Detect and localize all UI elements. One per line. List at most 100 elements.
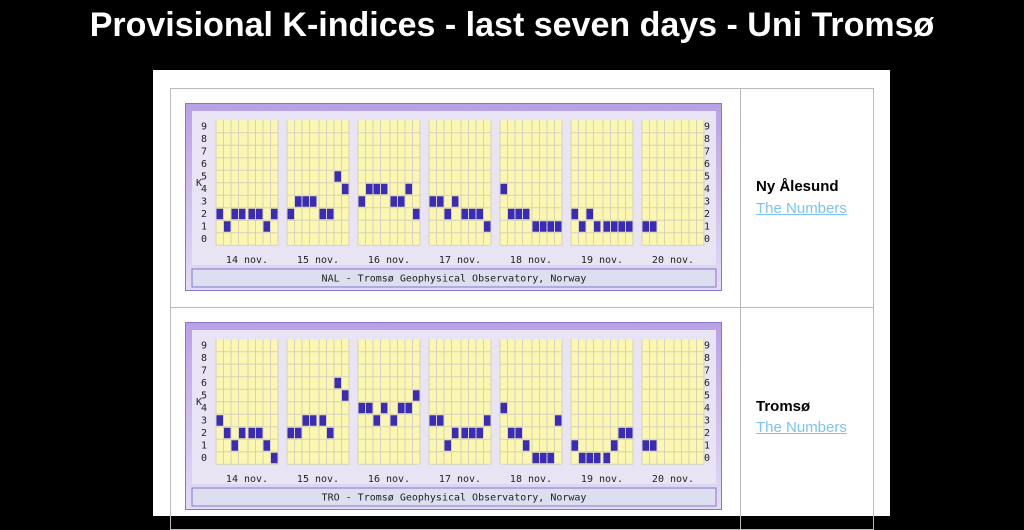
y-tick-label: 1 [704, 441, 710, 452]
k-bar [310, 415, 317, 426]
k-bar [540, 452, 547, 464]
k-bar [271, 452, 278, 464]
y-tick-label: 5 [201, 172, 207, 183]
k-bar [484, 221, 491, 232]
k-bar [302, 196, 309, 207]
k-bar [500, 183, 507, 195]
k-bar [555, 221, 562, 232]
k-bar [626, 427, 633, 439]
k-bar [216, 208, 223, 220]
k-bar [586, 452, 593, 464]
k-bar [263, 440, 270, 451]
y-tick-label: 0 [201, 234, 207, 245]
k-bar [452, 427, 459, 439]
k-bar [319, 208, 326, 220]
y-tick-label: 9 [704, 341, 710, 352]
k-bar [327, 208, 334, 220]
k-bar [319, 415, 326, 426]
k-index-chart: 14 nov. 15 nov. 16 nov. 17 nov. 18 nov. 19 no… [185, 322, 722, 510]
k-bar [484, 415, 491, 426]
k-bar [579, 221, 586, 232]
y-tick-label: 7 [201, 366, 207, 377]
k-bar [239, 427, 246, 439]
y-tick-label: 8 [201, 353, 207, 364]
k-bar [586, 208, 593, 220]
y-axis-label: K [196, 397, 202, 408]
k-bar [571, 208, 578, 220]
day-label: 16 nov. [368, 474, 410, 485]
k-bar [523, 440, 530, 451]
y-tick-label: 3 [704, 416, 710, 427]
k-bar [398, 402, 405, 414]
chart-caption: TRO - Tromsø Geophysical Observatory, No… [322, 493, 587, 504]
k-bar [413, 208, 420, 220]
k-bar [302, 415, 309, 426]
k-bar [398, 196, 405, 207]
y-tick-label: 4 [704, 184, 710, 195]
y-tick-label: 0 [201, 453, 207, 464]
k-bar [287, 208, 294, 220]
y-tick-label: 4 [704, 403, 710, 414]
y-tick-label: 5 [704, 391, 710, 402]
numbers-link[interactable]: The Numbers [756, 200, 847, 217]
y-tick-label: 1 [201, 222, 207, 233]
k-bar [334, 377, 341, 389]
day-label: 15 nov. [297, 474, 339, 485]
k-bar [405, 183, 412, 195]
k-bar [618, 221, 625, 232]
k-bar [532, 221, 539, 232]
station-row: 14 nov. 15 nov. 16 nov. 17 nov. 18 nov. 19 no… [171, 89, 873, 307]
k-bar [469, 208, 476, 220]
k-bar [469, 427, 476, 439]
k-bar [216, 415, 223, 426]
k-bar [461, 427, 468, 439]
k-bar [611, 440, 618, 451]
k-bar [390, 415, 397, 426]
k-bar [523, 208, 530, 220]
k-bar [248, 427, 255, 439]
y-tick-label: 0 [704, 453, 710, 464]
page-title: Provisional K-indices - last seven days … [89, 6, 935, 44]
k-bar [358, 196, 365, 207]
day-label: 14 nov. [226, 474, 268, 485]
k-bar [231, 208, 238, 220]
y-tick-label: 6 [201, 378, 207, 389]
station-row: 14 nov. 15 nov. 16 nov. 17 nov. 18 nov. 19 no… [171, 307, 873, 526]
k-bar [373, 415, 380, 426]
k-bar [224, 221, 231, 232]
station-name: Ny Ålesund [756, 178, 839, 195]
k-bar [287, 427, 294, 439]
k-bar [327, 427, 334, 439]
k-bar [547, 452, 554, 464]
k-bar [239, 208, 246, 220]
y-tick-label: 7 [201, 147, 207, 158]
k-bar [540, 221, 547, 232]
k-bar [476, 208, 483, 220]
y-tick-label: 6 [201, 159, 207, 170]
k-bar [263, 221, 270, 232]
k-bar [515, 208, 522, 220]
y-tick-label: 1 [201, 441, 207, 452]
numbers-link[interactable]: The Numbers [756, 419, 847, 436]
k-bar [342, 390, 349, 401]
k-bar [555, 415, 562, 426]
day-label: 18 nov. [510, 474, 552, 485]
k-bar [626, 221, 633, 232]
k-bar [642, 440, 649, 451]
k-bar [571, 440, 578, 451]
y-tick-label: 6 [704, 159, 710, 170]
y-tick-label: 8 [201, 134, 207, 145]
k-bar [310, 196, 317, 207]
k-bar [611, 221, 618, 232]
k-bar [476, 427, 483, 439]
caption-box [191, 487, 717, 507]
k-bar [642, 221, 649, 232]
k-bar [358, 402, 365, 414]
y-tick-label: 3 [201, 416, 207, 427]
y-tick-label: 8 [704, 134, 710, 145]
k-bar [618, 427, 625, 439]
y-tick-label: 9 [704, 122, 710, 133]
page: Provisional K-indices - last seven days … [89, 6, 935, 530]
k-bar [650, 440, 657, 451]
panel: 14 nov. 15 nov. 16 nov. 17 nov. 18 nov. 19 no… [153, 70, 890, 530]
